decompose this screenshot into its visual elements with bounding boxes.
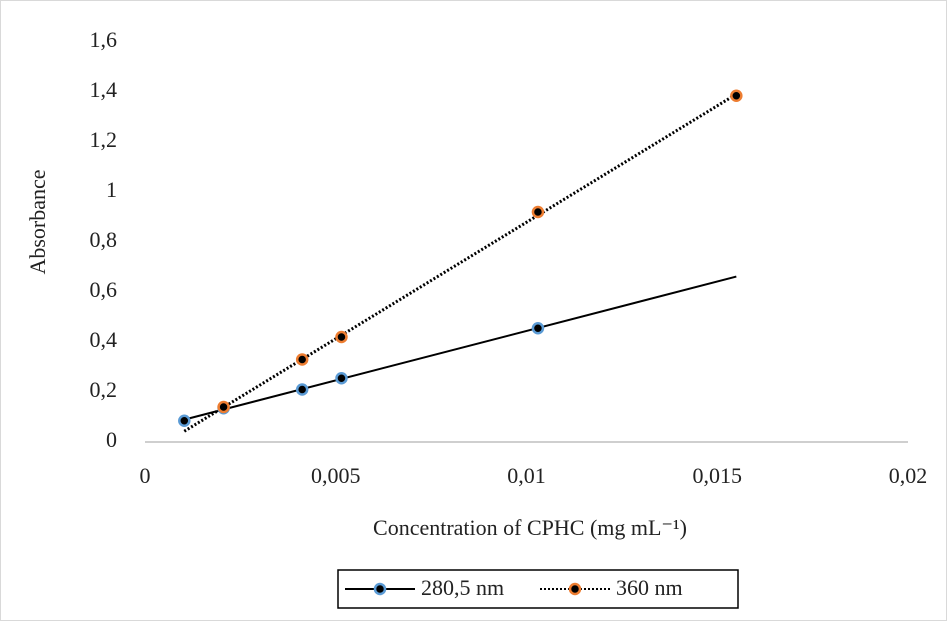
y-tick-label: 0 — [106, 427, 117, 452]
x-tick-label: 0,015 — [693, 463, 743, 488]
x-axis-title: Concentration of CPHC (mg mL⁻¹) — [373, 515, 687, 540]
trendline — [184, 275, 737, 421]
y-tick-label: 0,6 — [90, 277, 118, 302]
marker — [335, 330, 348, 344]
marker — [531, 322, 545, 335]
y-tick-label: 1,4 — [90, 77, 118, 102]
x-tick-label: 0,005 — [311, 463, 361, 488]
legend-marker — [373, 582, 387, 596]
y-tick-label: 0,4 — [90, 327, 118, 352]
legend-marker — [568, 582, 582, 596]
y-tick-label: 0,8 — [90, 227, 118, 252]
legend-label: 360 nm — [616, 575, 683, 600]
marker — [335, 372, 348, 385]
marker — [531, 205, 545, 219]
y-tick-label: 1,2 — [90, 127, 118, 152]
y-tick-label: 1 — [106, 177, 117, 202]
marker — [295, 383, 309, 396]
y-axis-title: Absorbance — [25, 169, 50, 274]
marker — [295, 353, 309, 366]
x-tick-label: 0,01 — [507, 463, 546, 488]
y-tick-label: 0,2 — [90, 377, 118, 402]
y-tick-label: 1,6 — [90, 27, 118, 52]
legend-label: 280,5 nm — [421, 575, 504, 600]
marker — [730, 89, 743, 102]
marker — [217, 400, 230, 414]
marker — [178, 414, 191, 427]
x-tick-label: 0,02 — [889, 463, 928, 488]
x-tick-label: 0 — [140, 463, 151, 488]
